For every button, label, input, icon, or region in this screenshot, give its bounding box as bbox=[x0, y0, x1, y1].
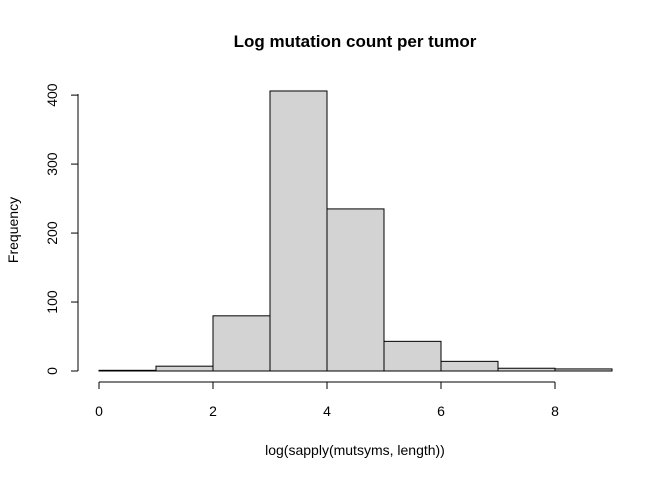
y-tick-label: 400 bbox=[44, 83, 60, 107]
histogram-bar bbox=[440, 360, 499, 372]
x-axis: 0 2 4 6 8 bbox=[95, 381, 559, 419]
x-tick-label: 8 bbox=[551, 403, 559, 419]
y-tick-label: 0 bbox=[44, 367, 60, 375]
y-axis-label: Frequency bbox=[5, 197, 21, 263]
bars-group bbox=[98, 90, 613, 372]
x-tick-label: 4 bbox=[323, 403, 331, 419]
histogram-bar bbox=[269, 90, 328, 372]
histogram-bar bbox=[212, 315, 271, 372]
histogram-bar bbox=[155, 365, 214, 372]
histogram-bar bbox=[326, 208, 385, 372]
y-axis: 0 100 200 300 400 bbox=[44, 83, 79, 375]
y-tick-label: 100 bbox=[44, 290, 60, 314]
x-tick-label: 6 bbox=[437, 403, 445, 419]
x-tick-label: 0 bbox=[95, 403, 103, 419]
chart-title: Log mutation count per tumor bbox=[234, 32, 477, 51]
histogram-bar bbox=[554, 368, 613, 372]
histogram-bar bbox=[98, 369, 157, 372]
y-tick-label: 300 bbox=[44, 152, 60, 176]
y-tick-label: 200 bbox=[44, 221, 60, 245]
x-tick-label: 2 bbox=[209, 403, 217, 419]
histogram-bar bbox=[383, 340, 442, 372]
x-axis-label: log(sapply(mutsyms, length)) bbox=[265, 442, 445, 458]
histogram-bar bbox=[497, 367, 556, 372]
